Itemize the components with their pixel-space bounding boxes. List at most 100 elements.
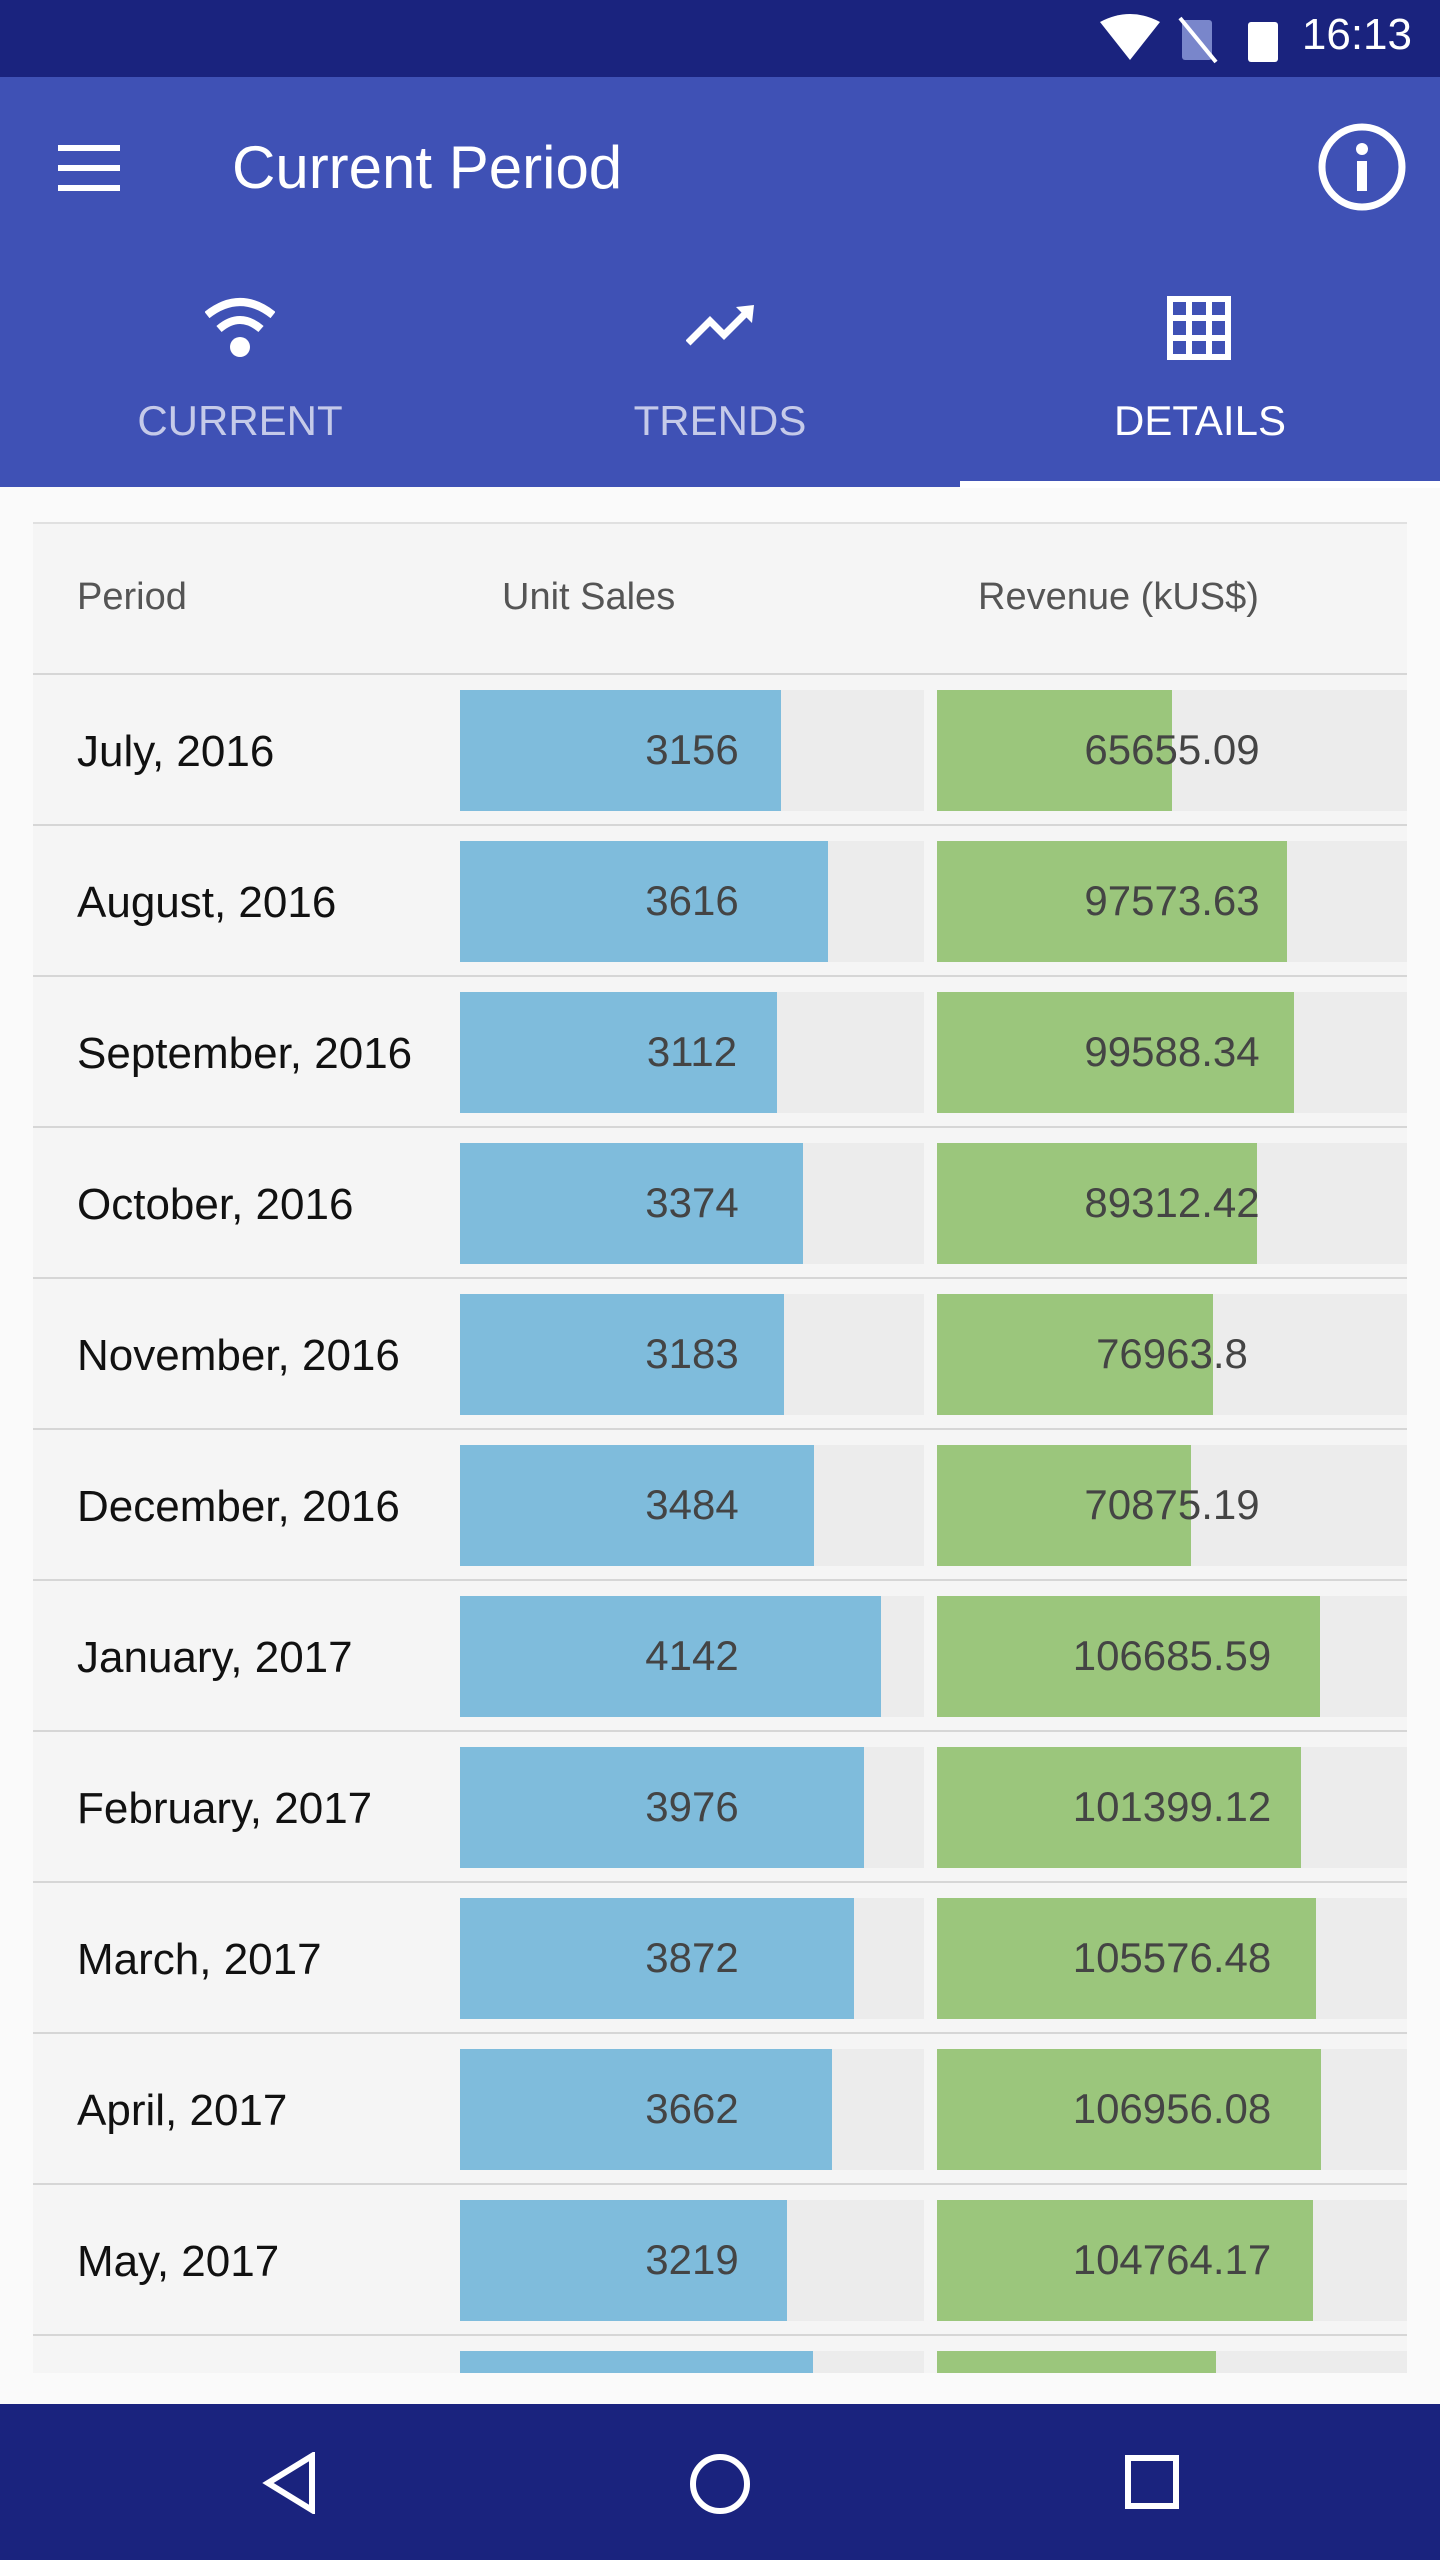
bar-value: 65655.09	[1084, 726, 1260, 773]
period-label: March, 2017	[77, 1935, 322, 1984]
trends-icon	[686, 305, 754, 346]
bar-value: 70875.19	[1084, 1481, 1260, 1528]
column-header: Period	[77, 576, 187, 618]
bar-value: 3872	[645, 1934, 739, 1981]
bar-value: 106685.59	[1072, 1632, 1272, 1679]
bar-cell	[460, 2351, 924, 2373]
tab-trends[interactable]: TRENDS	[633, 397, 807, 444]
tab-indicator	[960, 481, 1440, 488]
bar-value: 104764.17	[1072, 2236, 1272, 2283]
bar-cell: 3976	[460, 1747, 924, 1868]
period-label: September, 2016	[77, 1029, 413, 1078]
period-label: July, 2016	[77, 727, 275, 776]
bar	[937, 1294, 1213, 1415]
bar	[460, 2049, 833, 2170]
info-button[interactable]	[1316, 121, 1408, 213]
table-row: April, 2017 3662 106956.08	[33, 2032, 1407, 2185]
bar-value: 3183	[645, 1330, 739, 1377]
bar-value: 97573.63	[1084, 877, 1260, 924]
bar	[460, 690, 782, 811]
bar-cell: 3374	[460, 1143, 924, 1264]
table-row: November, 2016 3183 76963.8	[33, 1277, 1407, 1430]
bar	[937, 1143, 1258, 1264]
bar-value: 3374	[645, 1179, 739, 1226]
table-row: October, 2016 3374 89312.42	[33, 1126, 1407, 1279]
bar-cell: 3112	[460, 992, 924, 1113]
details-icon	[1167, 296, 1231, 360]
period-label: May, 2017	[77, 2237, 280, 2286]
table-row: August, 2016 3616 97573.63	[33, 824, 1407, 977]
period-label: November, 2016	[77, 1331, 400, 1380]
bar-cell: 3484	[460, 1445, 924, 1566]
period-label: April, 2017	[77, 2086, 288, 2135]
bar	[460, 1445, 815, 1566]
bar	[937, 1445, 1192, 1566]
bar-cell: 106956.08	[937, 2049, 1407, 2170]
bar-cell	[937, 2351, 1407, 2373]
bar-value: 3616	[645, 877, 739, 924]
bar-value: 4142	[645, 1632, 739, 1679]
period-label: January, 2017	[77, 1633, 353, 1682]
bar-cell: 3662	[460, 2049, 924, 2170]
bar-value: 89312.42	[1084, 1179, 1260, 1226]
bar	[937, 1898, 1316, 2019]
bar	[460, 992, 777, 1113]
table-row: February, 2017 3976 101399.12	[33, 1730, 1407, 1883]
bar-cell: 105576.48	[937, 1898, 1407, 2019]
bar-cell: 3616	[460, 841, 924, 962]
period-label: October, 2016	[77, 1180, 354, 1229]
period-label: December, 2016	[77, 1482, 400, 1531]
bar	[460, 1143, 804, 1264]
bar-cell: 89312.42	[937, 1143, 1407, 1264]
bar	[937, 2049, 1321, 2170]
clock: 16:13	[1301, 10, 1412, 59]
table-row: July, 2016 3156 65655.09	[33, 673, 1407, 826]
bar-value: 101399.12	[1072, 1783, 1272, 1830]
period-label: August, 2016	[77, 878, 337, 927]
table-row: September, 2016 3112 99588.34	[33, 975, 1407, 1128]
bar	[937, 2200, 1313, 2321]
bar-value: 105576.48	[1072, 1934, 1272, 1981]
tab-current[interactable]: CURRENT	[137, 397, 343, 444]
nav-bar	[0, 2404, 1440, 2560]
bar-cell: 97573.63	[937, 841, 1407, 962]
recents-button[interactable]	[1124, 2454, 1180, 2510]
bar-cell: 4142	[460, 1596, 924, 1717]
back-button[interactable]	[262, 2452, 318, 2514]
bar	[460, 2200, 788, 2321]
bar-cell: 76963.8	[937, 1294, 1407, 1415]
current-icon	[205, 298, 275, 357]
bar	[937, 1747, 1301, 1868]
bar-cell: 3219	[460, 2200, 924, 2321]
bar	[460, 1747, 865, 1868]
menu-button[interactable]	[58, 143, 122, 193]
bar-value: 3219	[645, 2236, 739, 2283]
column-header: Unit Sales	[502, 576, 676, 618]
bar	[937, 690, 1173, 811]
bar-cell: 106685.59	[937, 1596, 1407, 1717]
table-row: March, 2017 3872 105576.48	[33, 1881, 1407, 2034]
bar-cell: 3872	[460, 1898, 924, 2019]
bar-value: 106956.08	[1072, 2085, 1272, 2132]
app-title: Current Period	[232, 134, 623, 201]
bar-value: 99588.34	[1084, 1028, 1260, 1075]
bar-cell: 70875.19	[937, 1445, 1407, 1566]
table-row: December, 2016 3484 70875.19	[33, 1428, 1407, 1581]
bar	[937, 2351, 1216, 2373]
bar-value: 3112	[646, 1028, 738, 1075]
tab-details[interactable]: DETAILS	[1114, 397, 1286, 444]
table: Period Unit Sales Revenue (kUS$) July, 2…	[33, 522, 1407, 2373]
table-row: May, 2017 3219 104764.17	[33, 2183, 1407, 2336]
home-button[interactable]	[688, 2452, 752, 2516]
bar-cell: 101399.12	[937, 1747, 1407, 1868]
bar-cell: 104764.17	[937, 2200, 1407, 2321]
status-bar: 16:13	[0, 0, 1440, 77]
bar	[460, 841, 828, 962]
bar-cell: 99588.34	[937, 992, 1407, 1113]
bar-cell: 3183	[460, 1294, 924, 1415]
bar-value: 3976	[645, 1783, 739, 1830]
status-icons	[1100, 14, 1278, 64]
bar-value: 3484	[645, 1481, 739, 1528]
app-bar: Current Period CURRENT TRENDS DETAILS	[0, 77, 1440, 488]
